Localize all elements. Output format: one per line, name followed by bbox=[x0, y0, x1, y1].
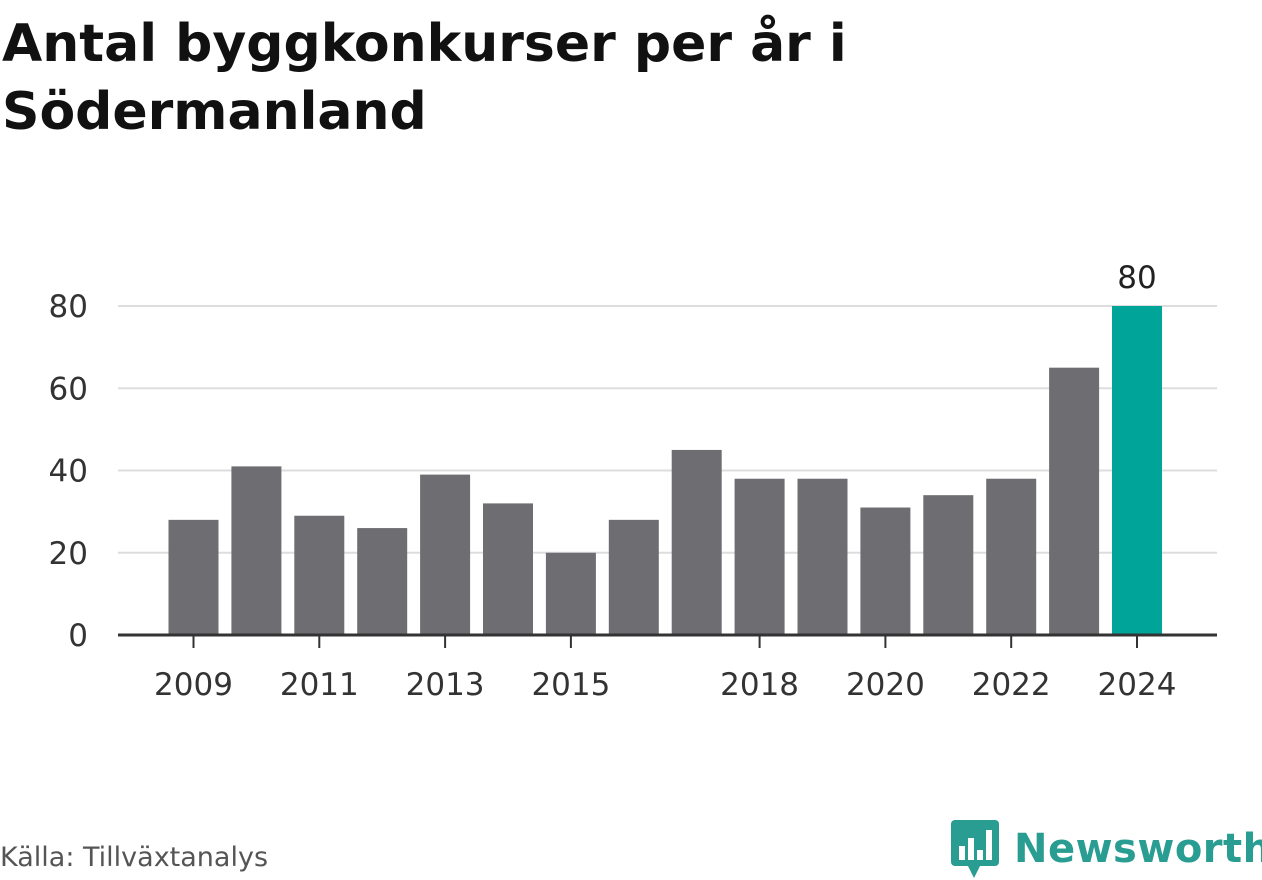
y-tick-label: 80 bbox=[49, 289, 88, 325]
bar-2020 bbox=[860, 507, 911, 635]
x-tick-label: 2011 bbox=[280, 667, 359, 703]
bars bbox=[168, 306, 1162, 635]
x-axis-ticks: 2009 2011 2013 2015 2018 2020 2022 2024 bbox=[154, 635, 1176, 703]
bar-2012 bbox=[357, 528, 408, 635]
bar-2015 bbox=[545, 552, 596, 635]
bar-2017 bbox=[671, 449, 722, 635]
brand-logo: Newsworthy bbox=[950, 818, 1262, 880]
y-tick-label: 60 bbox=[49, 371, 88, 407]
y-tick-label: 20 bbox=[49, 536, 88, 572]
bar-2010 bbox=[231, 466, 282, 635]
y-tick-label: 0 bbox=[68, 618, 88, 654]
annotations: 80 bbox=[1117, 260, 1156, 296]
x-tick-label: 2022 bbox=[972, 667, 1051, 703]
bar-2016 bbox=[608, 519, 659, 635]
bar-2013 bbox=[420, 474, 471, 635]
chart-title: Antal byggkonkurser per år i Södermanlan… bbox=[2, 14, 847, 142]
bar-2021 bbox=[923, 495, 974, 635]
bar-2018 bbox=[734, 478, 785, 635]
bar-2009 bbox=[168, 519, 219, 635]
data-label-2024: 80 bbox=[1117, 260, 1156, 296]
brand-name: Newsworthy bbox=[1014, 826, 1262, 872]
x-tick-label: 2024 bbox=[1098, 667, 1177, 703]
bar-2022 bbox=[986, 478, 1037, 635]
x-tick-label: 2015 bbox=[531, 667, 610, 703]
source-note: Källa: Tillväxtanalys bbox=[0, 842, 269, 873]
bar-2019 bbox=[797, 478, 848, 635]
newsworthy-logo-icon bbox=[951, 820, 999, 878]
bar-2011 bbox=[294, 515, 345, 635]
x-tick-label: 2020 bbox=[846, 667, 925, 703]
bar-2014 bbox=[483, 503, 533, 635]
x-tick-label: 2013 bbox=[406, 667, 485, 703]
bar-2023 bbox=[1049, 367, 1100, 635]
y-tick-label: 40 bbox=[49, 454, 88, 490]
y-axis-labels: 0 20 40 60 80 bbox=[49, 289, 88, 654]
x-tick-label: 2018 bbox=[720, 667, 799, 703]
x-tick-label: 2009 bbox=[154, 667, 233, 703]
bar-2024 bbox=[1112, 306, 1162, 635]
